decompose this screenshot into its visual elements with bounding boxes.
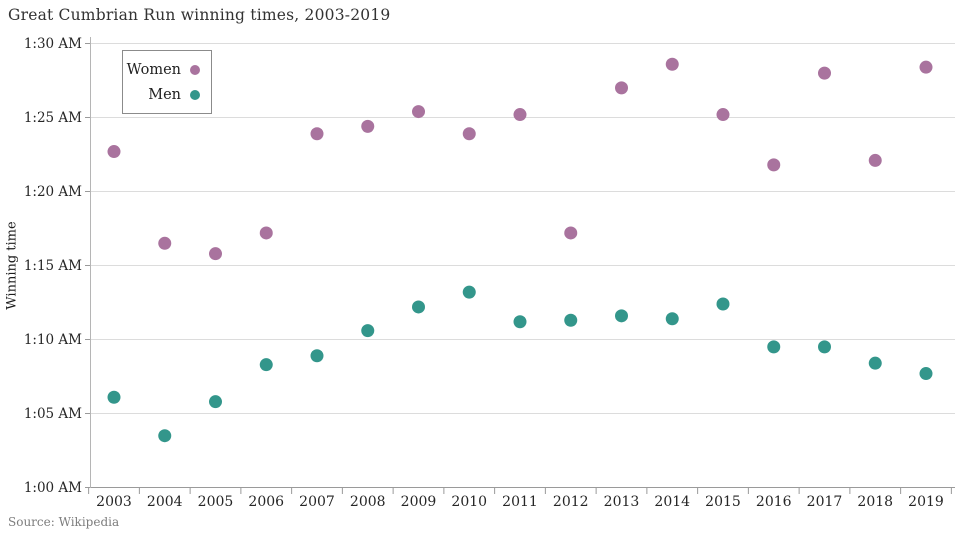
data-point-women [919, 60, 933, 74]
x-tick-label: 2012 [553, 494, 589, 510]
x-tick-label: 2007 [299, 494, 335, 510]
x-tick-label: 2017 [807, 494, 843, 510]
x-tick-label: 2011 [502, 494, 538, 510]
data-point-women [462, 127, 476, 141]
data-point-men [564, 313, 578, 327]
data-point-women [615, 81, 628, 95]
legend-item-women: Women [123, 57, 211, 82]
y-tick-label: 1:25 AM [24, 110, 82, 126]
data-point-men [310, 349, 324, 363]
data-point-men [767, 340, 781, 354]
data-point-women [868, 153, 882, 167]
x-tick-label: 2018 [857, 494, 893, 510]
data-point-women [564, 226, 578, 240]
data-point-men [462, 285, 476, 299]
legend-label-men: Men [148, 86, 181, 103]
data-point-women [158, 236, 172, 250]
x-tick-label: 2005 [198, 494, 234, 510]
data-point-men [259, 358, 273, 372]
data-point-women [767, 158, 781, 172]
data-point-women [716, 108, 730, 122]
y-tick-label: 1:30 AM [24, 36, 82, 52]
data-point-women [107, 145, 121, 159]
data-point-men [209, 395, 222, 409]
legend-label-women: Women [126, 61, 181, 78]
data-point-men [412, 300, 425, 314]
data-point-women [513, 108, 527, 122]
data-point-women [259, 226, 273, 240]
legend-item-men: Men [123, 82, 211, 107]
y-tick-label: 1:20 AM [24, 184, 82, 200]
x-tick-label: 2015 [705, 494, 741, 510]
data-point-men [107, 390, 121, 404]
data-point-women [818, 66, 831, 80]
source-note: Source: Wikipedia [8, 515, 120, 529]
data-point-men [818, 340, 831, 354]
y-tick-label: 1:05 AM [24, 406, 82, 422]
data-point-men [615, 309, 628, 323]
x-tick-label: 2016 [756, 494, 792, 510]
data-point-men [868, 356, 882, 370]
data-point-women [665, 57, 679, 71]
men-series-dot-icon [190, 89, 200, 100]
x-tick-label: 2008 [350, 494, 386, 510]
data-point-men [158, 429, 172, 443]
legend: Women Men [122, 50, 212, 114]
data-point-men [513, 315, 527, 329]
x-tick-label: 2014 [654, 494, 690, 510]
x-tick-label: 2003 [96, 494, 132, 510]
x-tick-label: 2006 [248, 494, 284, 510]
x-tick-label: 2019 [908, 494, 944, 510]
data-point-men [919, 367, 933, 381]
data-point-women [310, 127, 324, 141]
data-point-women [209, 247, 222, 261]
data-point-women [361, 119, 375, 133]
x-tick-label: 2010 [451, 494, 487, 510]
x-tick-label: 2009 [401, 494, 437, 510]
y-tick-label: 1:00 AM [24, 480, 82, 496]
chart-title: Great Cumbrian Run winning times, 2003-2… [8, 6, 391, 24]
x-tick-label: 2004 [147, 494, 183, 510]
data-point-men [665, 312, 679, 326]
y-tick-label: 1:15 AM [24, 258, 82, 274]
x-tick-label: 2013 [604, 494, 640, 510]
data-point-women [412, 105, 425, 119]
y-tick-label: 1:10 AM [24, 332, 82, 348]
data-point-men [716, 297, 730, 311]
data-point-men [361, 324, 375, 338]
women-series-dot-icon [190, 64, 200, 75]
